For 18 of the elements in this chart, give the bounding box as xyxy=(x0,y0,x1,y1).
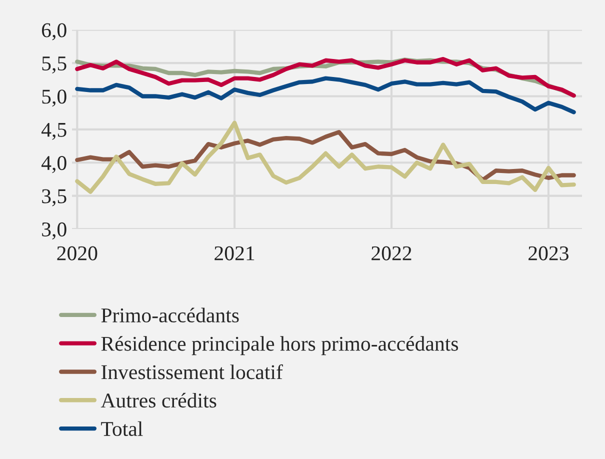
legend-label: Investissement locatif xyxy=(101,364,283,380)
legend-label: Total xyxy=(101,421,143,436)
y-tick-label: 4,0 xyxy=(42,156,66,174)
x-tick-label: 2020 xyxy=(57,246,98,260)
y-tick-label: 5,0 xyxy=(42,90,66,107)
x-tick-label: 2023 xyxy=(528,246,568,260)
y-tick-label: 4,5 xyxy=(42,122,66,140)
y-tick-label: 3,0 xyxy=(42,222,66,240)
y-tick-label: 6,0 xyxy=(42,23,66,40)
legend-label: Résidence principale hors primo-accédants xyxy=(101,336,458,356)
y-tick-label: 5,5 xyxy=(42,56,66,74)
line-series xyxy=(75,120,576,194)
y-tick-label: 3,5 xyxy=(42,189,66,206)
legend-label: Autres crédits xyxy=(100,392,216,408)
legend-label: Primo-accédants xyxy=(101,308,239,322)
line-series xyxy=(75,76,576,114)
x-tick-label: 2022 xyxy=(372,246,412,260)
x-tick-label: 2021 xyxy=(214,246,254,260)
